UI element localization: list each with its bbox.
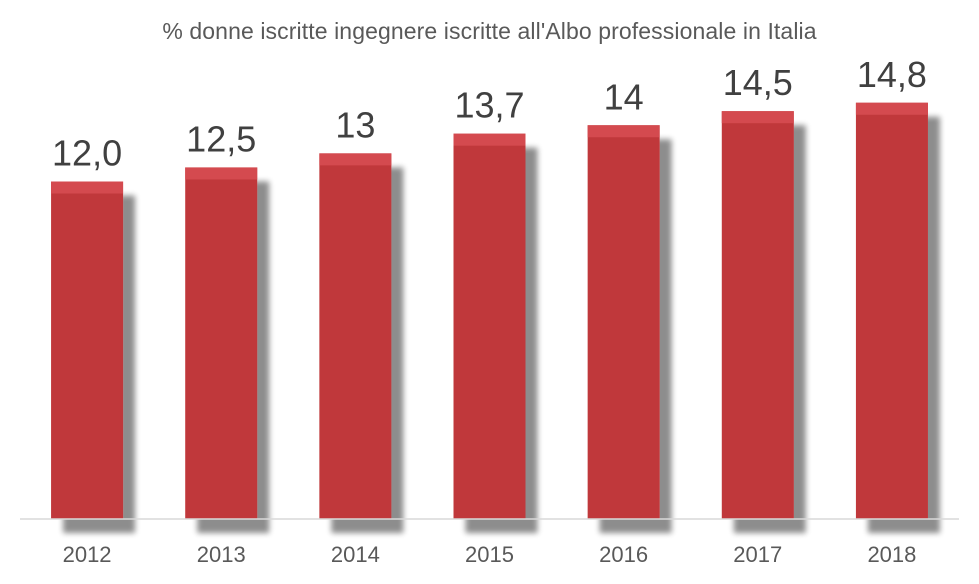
x-tick-label: 2017 <box>733 542 782 567</box>
bar-highlight <box>587 125 660 138</box>
bar-highlight <box>51 181 124 194</box>
bar-2012 <box>51 181 124 519</box>
x-tick-label: 2016 <box>599 542 648 567</box>
data-label: 14,8 <box>857 54 927 95</box>
bar-2015 <box>453 133 526 519</box>
bar-rect <box>721 111 794 519</box>
x-tick-label: 2012 <box>63 542 112 567</box>
bar-highlight <box>319 153 392 166</box>
bar-2017 <box>721 111 794 519</box>
bar-2016 <box>587 125 660 519</box>
bar-2018 <box>855 102 928 519</box>
bar-rect <box>587 125 660 519</box>
data-label: 12,0 <box>52 133 122 174</box>
data-label: 13,7 <box>454 85 524 126</box>
x-axis-ticks: 2012 2013 2014 2015 2016 2017 2018 <box>63 542 917 567</box>
bar-highlight <box>453 133 526 146</box>
x-tick-label: 2013 <box>197 542 246 567</box>
bar-2014 <box>319 153 392 519</box>
bar-highlight <box>721 111 794 124</box>
data-label: 14 <box>604 76 644 117</box>
bar-2013 <box>185 167 258 519</box>
x-tick-label: 2018 <box>867 542 916 567</box>
bar-rect <box>453 133 526 519</box>
data-label: 12,5 <box>186 118 256 159</box>
bar-rect <box>185 167 258 519</box>
data-label: 14,5 <box>723 62 793 103</box>
chart-title: % donne iscritte ingegnere iscritte all'… <box>162 18 817 44</box>
data-label: 13 <box>335 104 375 145</box>
x-tick-label: 2014 <box>331 542 380 567</box>
bar-highlight <box>185 167 258 180</box>
bar-rect <box>855 102 928 519</box>
labels-layer: 12,0 12,5 13 13,7 14 14,5 14,8 <box>52 54 927 174</box>
x-tick-label: 2015 <box>465 542 514 567</box>
bars-layer <box>51 102 928 519</box>
bar-rect <box>319 153 392 519</box>
bar-rect <box>51 181 124 519</box>
bar-highlight <box>855 102 928 115</box>
